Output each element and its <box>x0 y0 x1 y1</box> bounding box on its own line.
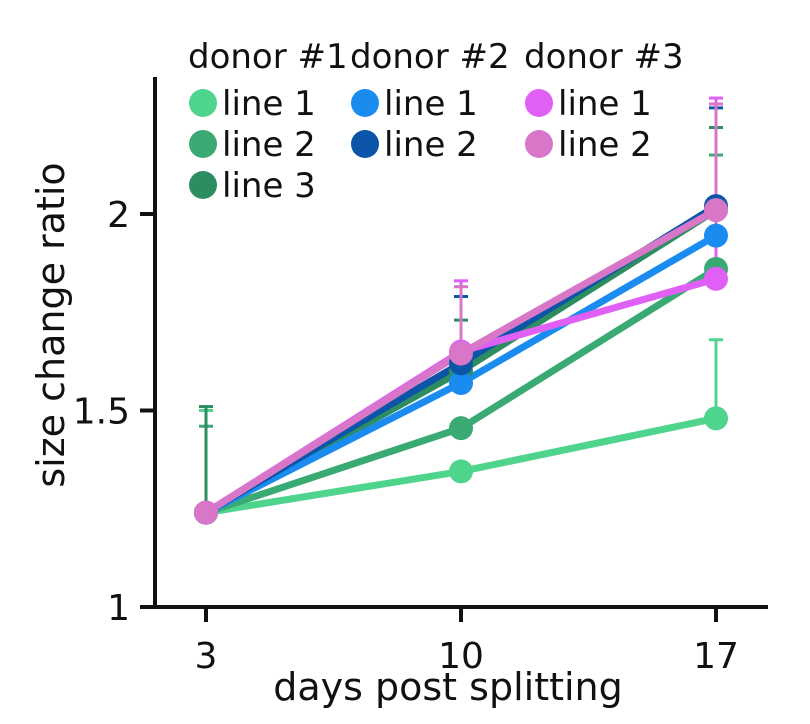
legend-marker <box>189 171 217 199</box>
y-axis-title: size change ratio <box>29 162 73 487</box>
y-tick-label: 1 <box>107 588 130 629</box>
data-point <box>449 370 473 395</box>
data-point <box>449 341 473 366</box>
legend-label: line 2 <box>222 125 316 165</box>
legend-marker <box>351 89 379 117</box>
legend-label: line 2 <box>558 125 652 165</box>
x-axis-ticks: 3 10 17 <box>195 607 739 677</box>
x-tick-label: 3 <box>195 636 218 677</box>
legend-marker <box>525 89 553 117</box>
legend-group-title: donor #3 <box>524 37 684 77</box>
data-points <box>194 194 728 525</box>
x-tick-label: 10 <box>438 636 484 677</box>
y-tick-label: 2 <box>107 195 130 236</box>
data-point <box>449 416 473 441</box>
legend-marker <box>189 130 217 158</box>
data-point <box>704 406 728 431</box>
x-tick-label: 17 <box>693 636 739 677</box>
data-point <box>704 198 728 223</box>
legend-label: line 3 <box>222 166 316 206</box>
legend-label: line 1 <box>384 84 478 124</box>
y-tick-label: 1.5 <box>73 392 130 433</box>
data-point <box>704 223 728 248</box>
legend-label: line 2 <box>384 125 478 165</box>
data-point <box>194 500 218 525</box>
legend-group-title: donor #2 <box>350 37 510 77</box>
legend-label: line 1 <box>222 84 316 124</box>
legend-marker <box>189 89 217 117</box>
legend-group-title: donor #1 <box>188 37 348 77</box>
legend-marker <box>351 130 379 158</box>
x-axis-title: days post splitting <box>273 665 623 709</box>
legend-marker <box>525 130 553 158</box>
y-axis-ticks: 11.52 <box>73 195 155 629</box>
legend-label: line 1 <box>558 84 652 124</box>
data-point <box>704 266 728 291</box>
data-point <box>449 459 473 484</box>
